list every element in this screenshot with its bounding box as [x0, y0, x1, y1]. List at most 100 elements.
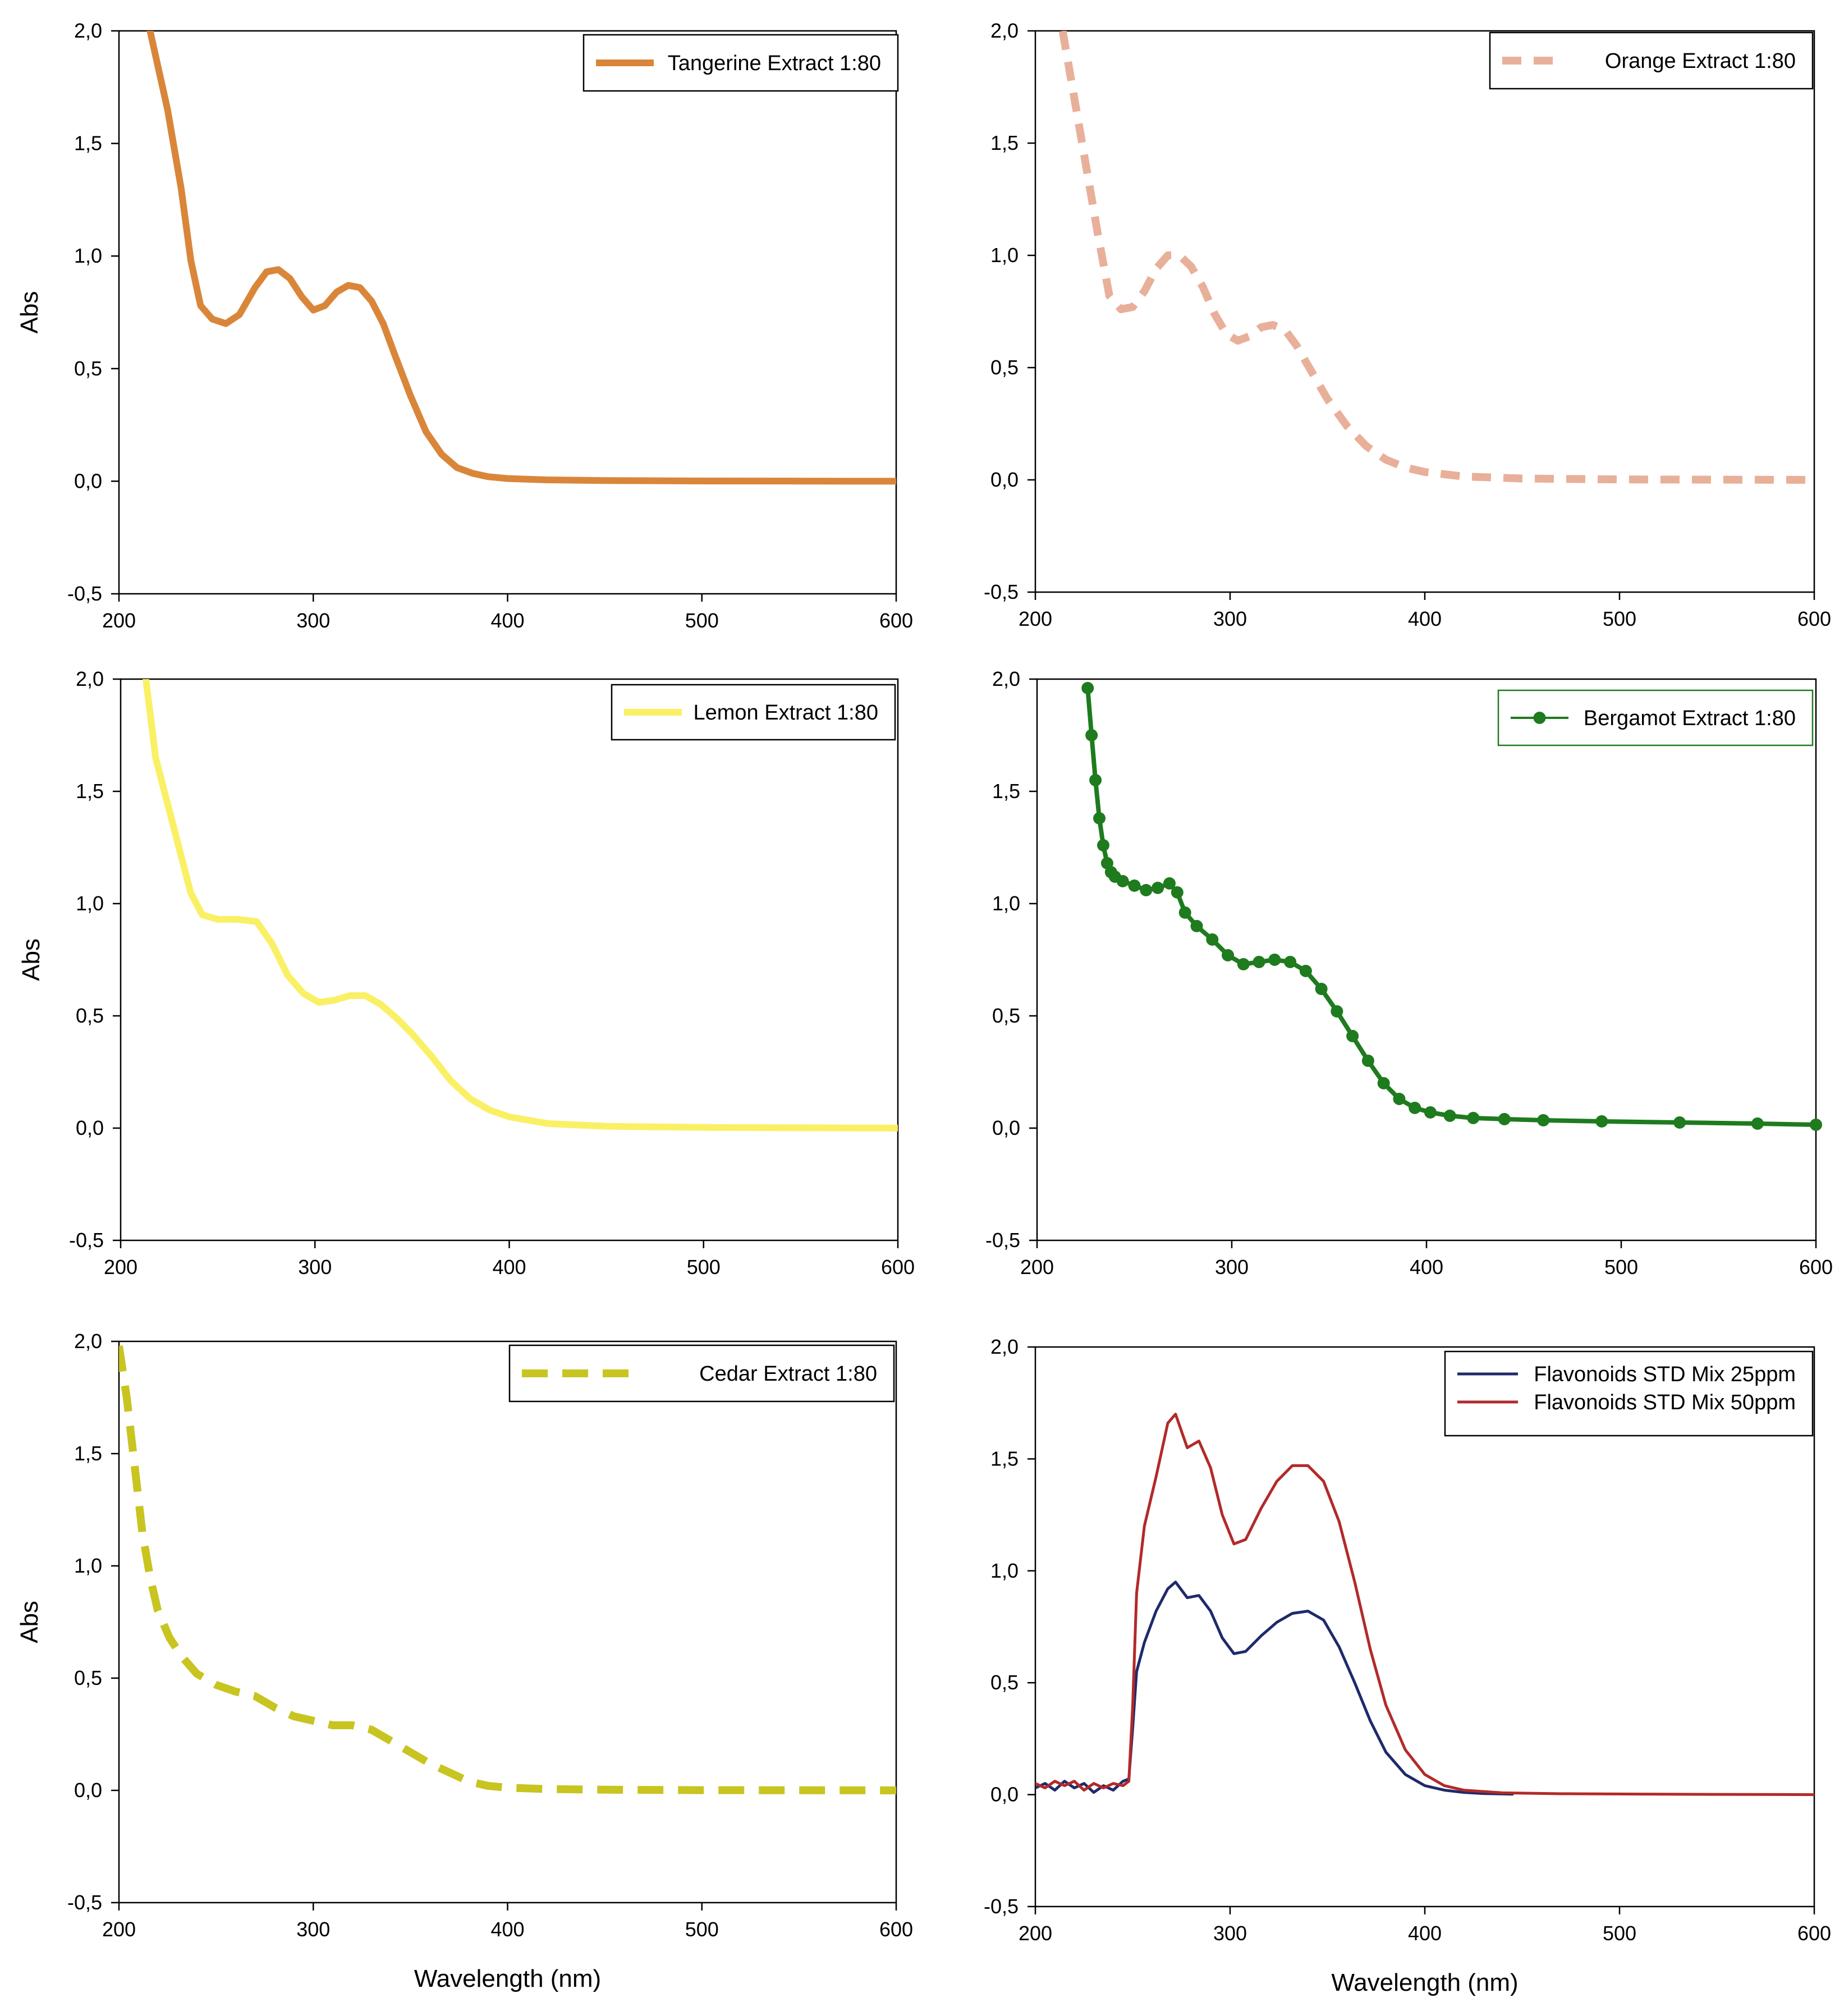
data-point [1171, 886, 1184, 899]
y-tick-label: 0,5 [990, 356, 1019, 379]
data-point [1393, 1093, 1406, 1105]
data-point [1237, 958, 1250, 970]
y-tick-label: -0,5 [984, 580, 1019, 603]
x-tick-label: 300 [296, 1918, 330, 1941]
data-point [1498, 1113, 1511, 1125]
y-tick-label: -0,5 [67, 1891, 102, 1914]
x-tick-label: 200 [1020, 1256, 1054, 1279]
x-tick-label: 200 [102, 1918, 136, 1941]
panel-orange: 200 300 400 500 600 -0,5 0,0 0,5 1,0 1,5 2,0 Orange… [984, 19, 1831, 630]
y-tick-label: 2,0 [74, 19, 102, 42]
data-point [1377, 1077, 1390, 1089]
y-tick-label: 0,0 [990, 468, 1019, 491]
legend-box [1444, 1350, 1814, 1437]
x-tick-label: 400 [1408, 1922, 1442, 1945]
x-tick-label: 300 [1213, 1922, 1247, 1945]
data-point [1673, 1116, 1686, 1129]
legend-marker [1533, 712, 1546, 724]
x-tick-label: 500 [685, 1918, 719, 1941]
x-tick-label: 500 [685, 609, 719, 632]
x-tick-label: 500 [1604, 1256, 1638, 1279]
y-tick-label: -0,5 [984, 1895, 1019, 1918]
data-point [1253, 956, 1265, 968]
y-tick-label: 1,0 [990, 244, 1019, 267]
y-tick-label: -0,5 [985, 1229, 1020, 1252]
legend-label: Tangerine Extract 1:80 [668, 52, 881, 75]
y-axis-title: Abs [16, 291, 43, 334]
y-tick-label: 2,0 [992, 667, 1020, 690]
data-point [1152, 882, 1164, 894]
x-axis-title: Wavelength (nm) [414, 1965, 601, 1992]
legend-label: Flavonoids STD Mix 50ppm [1534, 1391, 1796, 1414]
data-point [1178, 906, 1191, 919]
data-point [1361, 1055, 1374, 1067]
y-tick-label: 2,0 [74, 1330, 102, 1353]
x-tick-label: 500 [1603, 607, 1636, 630]
y-tick-label: 2,0 [76, 667, 104, 690]
y-tick-label: 0,5 [992, 1004, 1020, 1027]
panel-tangerine: 200 300 400 500 600 -0,5 0,0 0,5 1,0 1,5 2,0 Abs Tan… [16, 19, 913, 632]
x-tick-label: 400 [1408, 607, 1442, 630]
x-tick-label: 300 [298, 1256, 332, 1279]
plot-frame [118, 30, 897, 595]
series-line-flavonoids-std-mix-50ppm [1035, 1413, 1814, 1797]
panel-bergamot: 200 300 400 500 600 -0,5 0,0 0,5 1,0 1,5 2,0 Bergam… [985, 667, 1833, 1279]
y-tick-label: 2,0 [990, 1335, 1019, 1358]
legend-box [1489, 31, 1814, 90]
data-point [1085, 729, 1098, 741]
x-tick-label: 200 [1019, 607, 1052, 630]
panel-flavonoids: 200 300 400 500 600 -0,5 0,0 0,5 1,0 1,5 2,0 Wavele… [984, 1335, 1831, 1996]
x-tick-label: 600 [1797, 607, 1831, 630]
y-tick-label: 1,5 [992, 780, 1020, 803]
data-point [1268, 954, 1281, 966]
data-point [1097, 839, 1109, 851]
x-tick-label: 200 [104, 1256, 137, 1279]
series-line-tangerine-extract-1-80 [146, 31, 896, 485]
x-tick-label: 200 [1019, 1922, 1052, 1945]
legend-label: Orange Extract 1:80 [1605, 49, 1796, 73]
data-point [1284, 956, 1297, 968]
x-tick-label: 400 [490, 609, 524, 632]
x-tick-label: 300 [296, 609, 330, 632]
plot-frame [118, 1340, 897, 1904]
y-tick-label: 0,0 [990, 1783, 1019, 1806]
x-tick-label: 300 [1213, 607, 1247, 630]
y-tick-label: 1,0 [76, 892, 104, 915]
plot-frame [120, 678, 899, 1241]
data-point [1315, 983, 1328, 995]
y-tick-label: 1,0 [990, 1559, 1019, 1582]
y-tick-label: 1,5 [76, 780, 104, 803]
y-tick-label: 0,5 [74, 357, 102, 380]
panel-lemon: 200 300 400 500 600 -0,5 0,0 0,5 1,0 1,5 2,0 Abs Lem… [17, 667, 915, 1279]
x-tick-label: 600 [881, 1256, 915, 1279]
data-point [1409, 1102, 1421, 1114]
y-tick-label: 0,0 [74, 469, 102, 492]
data-point [1128, 879, 1141, 892]
series-line-orange-extract-1-80 [1058, 31, 1814, 484]
data-point [1299, 965, 1312, 977]
data-point [1140, 884, 1153, 896]
y-tick-label: 1,0 [74, 1554, 102, 1577]
data-point [1751, 1117, 1764, 1130]
y-tick-label: 0,5 [76, 1004, 104, 1027]
y-tick-label: 0,0 [74, 1779, 102, 1802]
y-tick-label: 0,5 [74, 1666, 102, 1689]
legend-label: Flavonoids STD Mix 25ppm [1534, 1363, 1796, 1386]
x-tick-label: 600 [879, 609, 913, 632]
x-axis-title: Wavelength (nm) [1331, 1969, 1518, 1996]
legend-label: Cedar Extract 1:80 [699, 1362, 877, 1386]
x-tick-label: 500 [1603, 1922, 1636, 1945]
y-tick-label: -0,5 [69, 1229, 104, 1252]
legend-label: Bergamot Extract 1:80 [1584, 707, 1796, 730]
x-tick-label: 400 [492, 1256, 526, 1279]
data-point [1595, 1115, 1608, 1128]
data-point [1206, 933, 1219, 946]
y-tick-label: 1,5 [990, 131, 1019, 154]
data-point [1810, 1119, 1822, 1131]
data-point [1163, 877, 1176, 890]
y-axis-title: Abs [17, 938, 45, 981]
plot-frame [1034, 30, 1815, 593]
data-point [1346, 1030, 1359, 1042]
x-tick-label: 400 [1410, 1256, 1443, 1279]
